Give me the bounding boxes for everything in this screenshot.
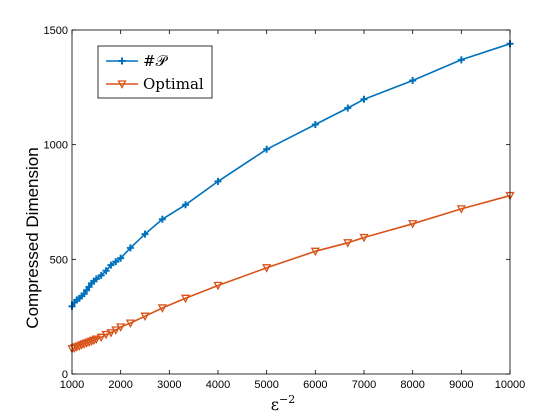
- data-point: [140, 312, 150, 322]
- series-1: [67, 191, 515, 354]
- data-point: [126, 244, 134, 252]
- data-point: [359, 233, 369, 243]
- axes-box: [71, 29, 511, 375]
- data-point: [213, 281, 223, 291]
- x-tick-label: 8000: [400, 379, 424, 391]
- legend-label: #𝒫: [143, 52, 169, 70]
- x-axis-label: ε−2: [271, 393, 296, 414]
- data-point: [112, 258, 120, 266]
- y-tick-label: 0: [62, 369, 68, 381]
- data-point: [456, 205, 466, 214]
- x-tick-label: 2000: [108, 379, 132, 391]
- series-layer: [67, 40, 515, 354]
- x-tick-label: 5000: [254, 379, 278, 391]
- data-point: [343, 239, 353, 248]
- data-point: [180, 294, 191, 304]
- data-point: [158, 215, 166, 223]
- data-point: [263, 145, 271, 153]
- data-point: [111, 326, 121, 335]
- data-point: [116, 323, 126, 332]
- data-point: [214, 177, 222, 185]
- data-point: [102, 267, 110, 275]
- y-tick-label: 500: [50, 254, 68, 266]
- x-tick-label: 4000: [206, 379, 230, 391]
- data-point: [106, 329, 116, 338]
- legend-marker: [117, 80, 127, 89]
- legend-marker: [118, 57, 126, 65]
- data-point: [262, 264, 272, 273]
- data-point: [311, 120, 319, 128]
- data-point: [107, 261, 115, 269]
- x-tick-label: 3000: [157, 379, 181, 391]
- data-point: [457, 56, 465, 64]
- y-tick-label: 1000: [44, 140, 68, 152]
- data-point: [408, 220, 418, 229]
- data-point: [409, 76, 417, 84]
- data-point: [92, 275, 100, 283]
- x-axis-label-base: ε: [271, 395, 279, 414]
- legend: #𝒫 Optimal: [97, 45, 213, 99]
- legend-label: Optimal: [143, 75, 204, 93]
- data-point: [344, 104, 352, 112]
- data-point: [157, 304, 167, 313]
- series-line: [71, 43, 511, 307]
- data-point: [125, 319, 135, 328]
- data-point: [101, 330, 111, 340]
- x-tick-label: 7000: [352, 379, 376, 391]
- legend-box: [97, 45, 213, 99]
- x-axis-label-exponent: −2: [279, 393, 295, 406]
- axes-layer: 1000 2000 3000 4000 5000 6000 7000 8000 9000 1000…: [44, 25, 526, 391]
- x-tick-label: 1000: [60, 379, 84, 391]
- data-point: [96, 333, 106, 343]
- x-tick-label: 9000: [449, 379, 473, 391]
- data-point: [310, 247, 320, 257]
- x-tick-label: 10000: [495, 379, 526, 391]
- data-point: [141, 230, 149, 238]
- data-point: [182, 201, 190, 209]
- data-point: [360, 95, 368, 103]
- y-tick-label: 1500: [44, 25, 68, 37]
- data-point: [117, 254, 125, 262]
- y-axis-label: Compressed Dimension: [23, 147, 42, 328]
- data-point: [97, 271, 105, 279]
- x-tick-label: 6000: [303, 379, 327, 391]
- data-point: [91, 335, 101, 345]
